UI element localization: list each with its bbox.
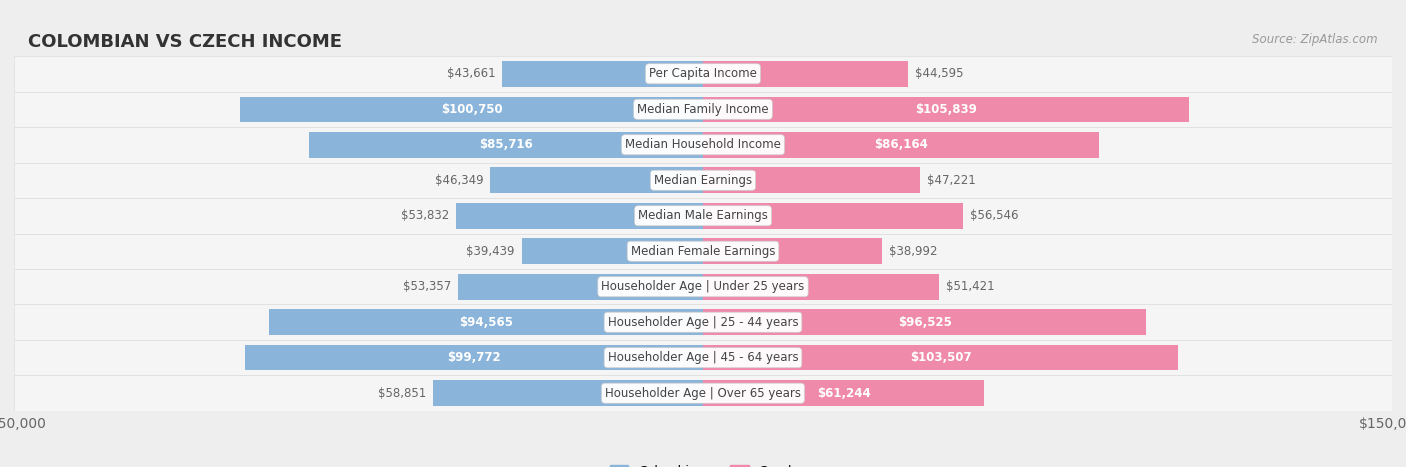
Text: $61,244: $61,244 [817, 387, 870, 400]
Bar [703, 97, 1189, 122]
Text: $94,565: $94,565 [458, 316, 513, 329]
Text: Median Earnings: Median Earnings [654, 174, 752, 187]
Text: Median Female Earnings: Median Female Earnings [631, 245, 775, 258]
FancyBboxPatch shape [14, 56, 1392, 92]
Legend: Colombian, Czech: Colombian, Czech [605, 460, 801, 467]
Text: $51,421: $51,421 [946, 280, 994, 293]
Text: $53,832: $53,832 [401, 209, 449, 222]
Bar [703, 132, 1098, 157]
Text: $39,439: $39,439 [467, 245, 515, 258]
FancyBboxPatch shape [14, 304, 1392, 340]
FancyBboxPatch shape [14, 163, 1392, 198]
Bar [433, 381, 703, 406]
Text: $38,992: $38,992 [889, 245, 938, 258]
Text: Householder Age | 25 - 44 years: Householder Age | 25 - 44 years [607, 316, 799, 329]
Bar [703, 203, 963, 228]
Text: $44,595: $44,595 [915, 67, 963, 80]
Text: $47,221: $47,221 [927, 174, 976, 187]
Bar [703, 274, 939, 299]
Text: $100,750: $100,750 [441, 103, 502, 116]
Text: Median Household Income: Median Household Income [626, 138, 780, 151]
Bar [522, 239, 703, 264]
Bar [703, 310, 1146, 335]
Bar [456, 203, 703, 228]
FancyBboxPatch shape [14, 340, 1392, 375]
Text: Median Male Earnings: Median Male Earnings [638, 209, 768, 222]
Bar [502, 61, 703, 86]
FancyBboxPatch shape [14, 92, 1392, 127]
FancyBboxPatch shape [14, 198, 1392, 234]
Bar [703, 61, 908, 86]
Text: $53,357: $53,357 [402, 280, 451, 293]
Bar [269, 310, 703, 335]
Bar [703, 168, 920, 193]
Text: $85,716: $85,716 [479, 138, 533, 151]
Text: $58,851: $58,851 [378, 387, 426, 400]
Text: $99,772: $99,772 [447, 351, 501, 364]
Text: $56,546: $56,546 [970, 209, 1018, 222]
Text: $105,839: $105,839 [915, 103, 977, 116]
Text: $86,164: $86,164 [875, 138, 928, 151]
Bar [309, 132, 703, 157]
FancyBboxPatch shape [14, 269, 1392, 304]
FancyBboxPatch shape [14, 375, 1392, 411]
Text: $46,349: $46,349 [434, 174, 484, 187]
Text: COLOMBIAN VS CZECH INCOME: COLOMBIAN VS CZECH INCOME [28, 33, 342, 51]
FancyBboxPatch shape [14, 234, 1392, 269]
Bar [458, 274, 703, 299]
Bar [703, 239, 882, 264]
Bar [240, 97, 703, 122]
Text: $96,525: $96,525 [897, 316, 952, 329]
Bar [703, 381, 984, 406]
Bar [245, 345, 703, 370]
Bar [491, 168, 703, 193]
Bar [703, 345, 1178, 370]
Text: $43,661: $43,661 [447, 67, 495, 80]
Text: Householder Age | Over 65 years: Householder Age | Over 65 years [605, 387, 801, 400]
Text: Median Family Income: Median Family Income [637, 103, 769, 116]
Text: Householder Age | 45 - 64 years: Householder Age | 45 - 64 years [607, 351, 799, 364]
Text: $103,507: $103,507 [910, 351, 972, 364]
FancyBboxPatch shape [14, 127, 1392, 163]
Text: Householder Age | Under 25 years: Householder Age | Under 25 years [602, 280, 804, 293]
Text: Per Capita Income: Per Capita Income [650, 67, 756, 80]
Text: Source: ZipAtlas.com: Source: ZipAtlas.com [1253, 33, 1378, 46]
